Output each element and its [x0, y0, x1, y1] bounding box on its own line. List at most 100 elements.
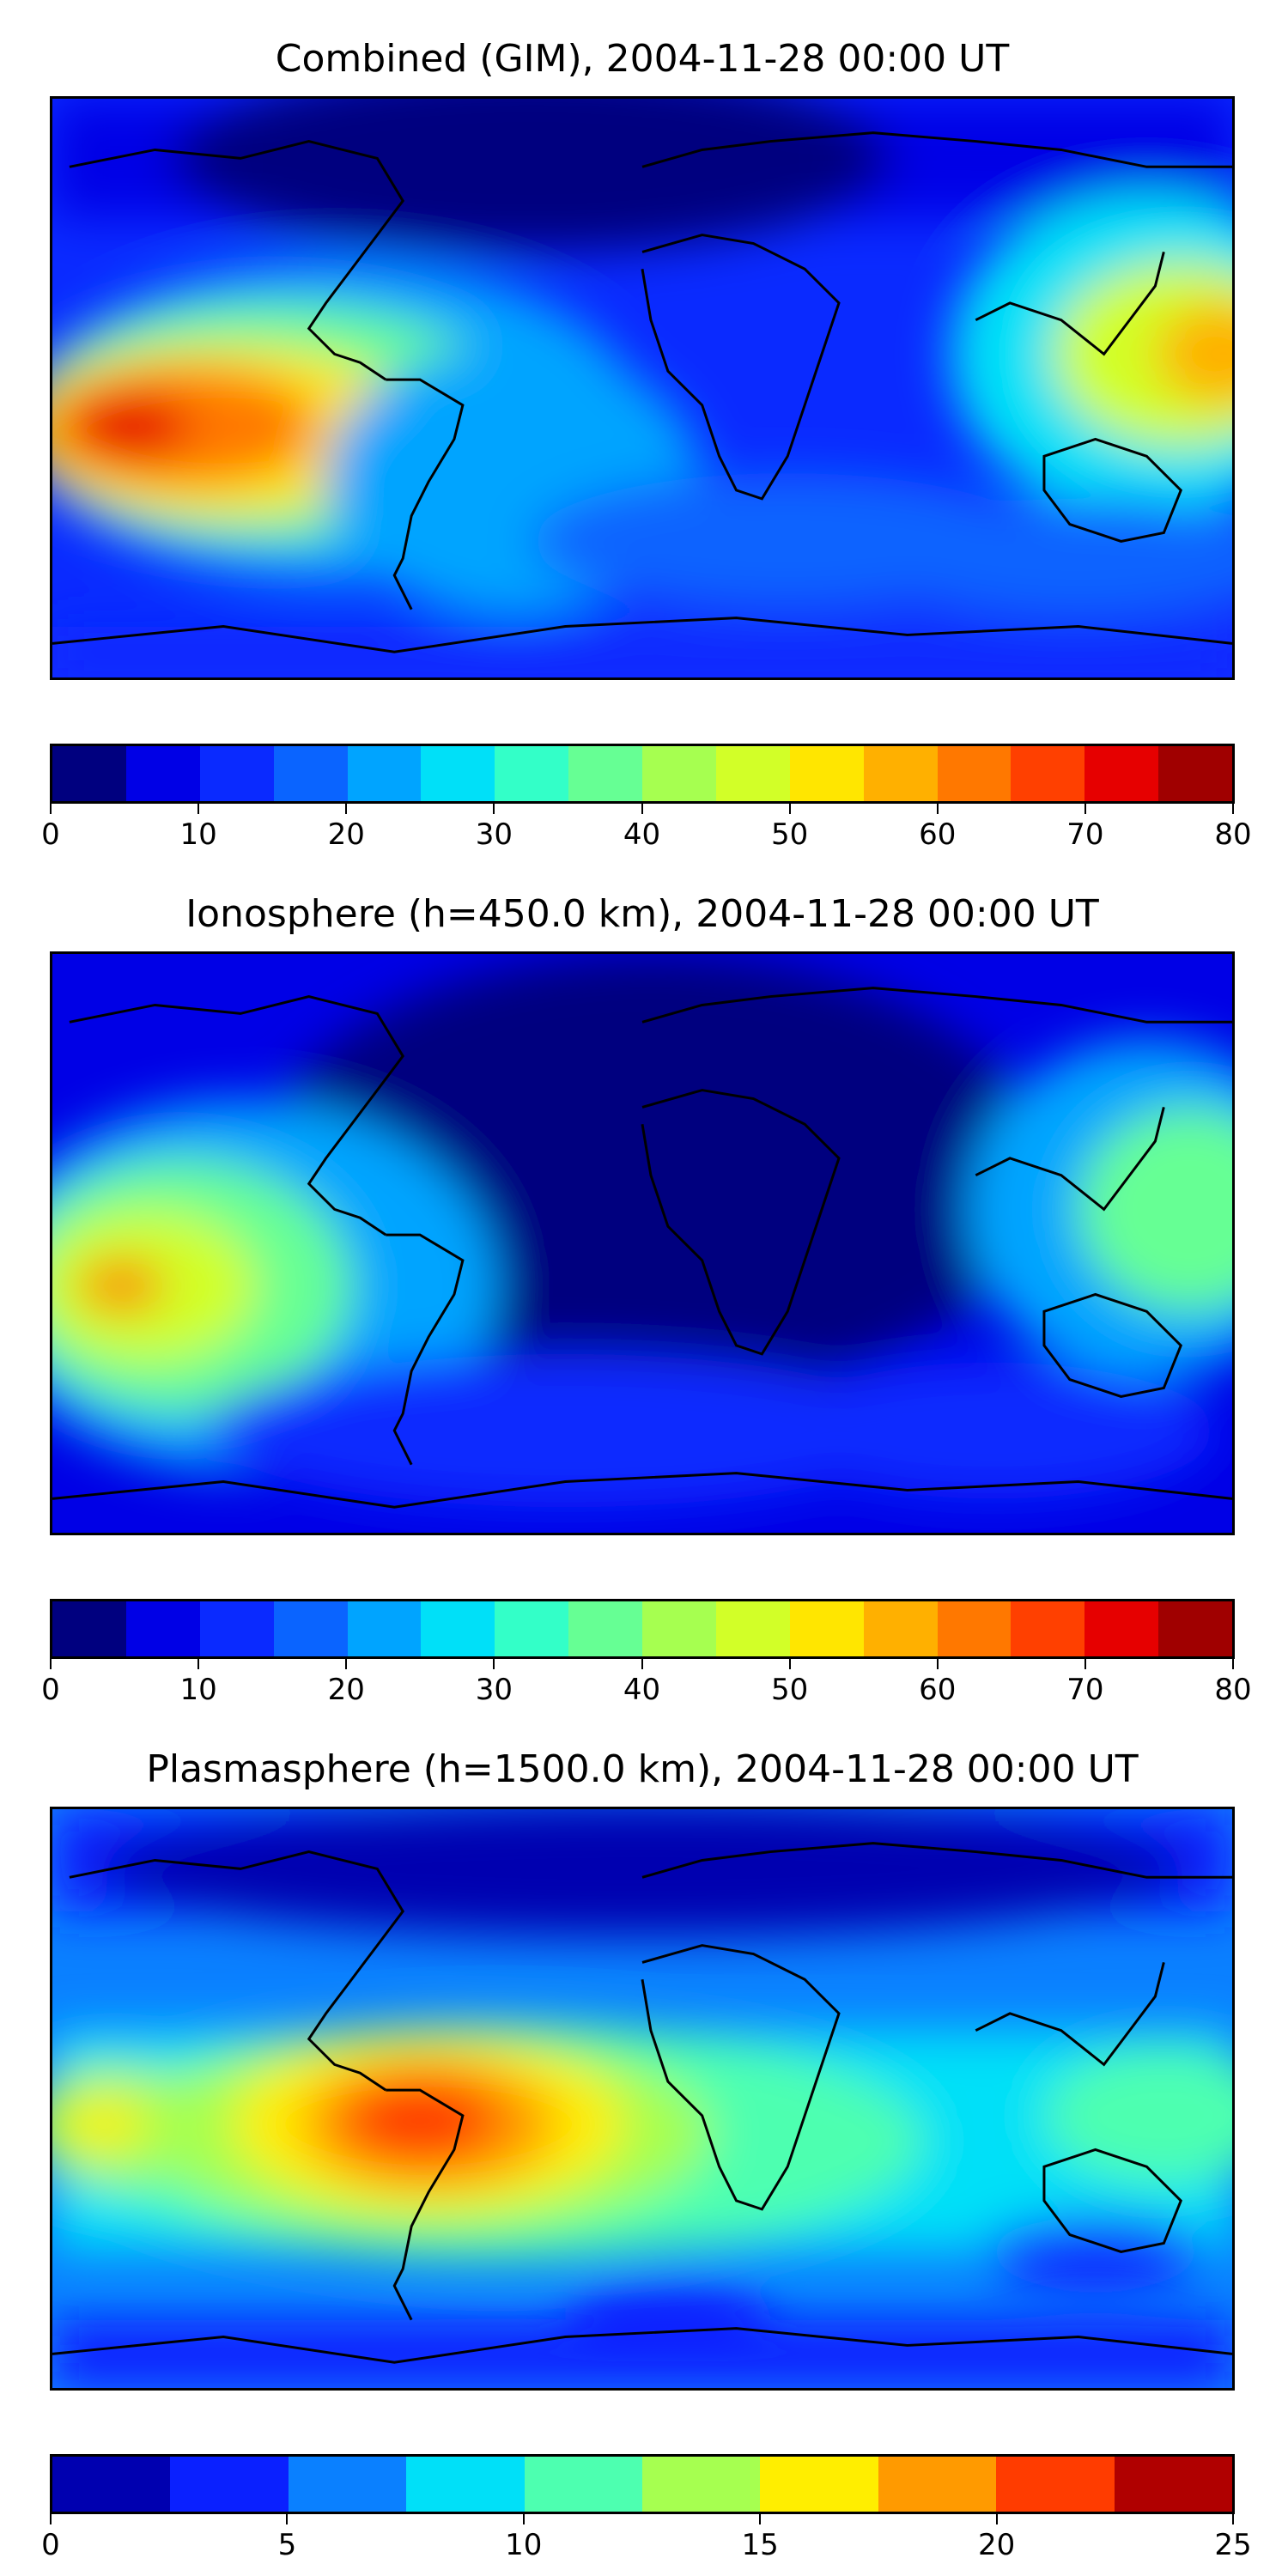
colorbar-segment: [1084, 1601, 1159, 1656]
colorbar-tick-label: 70: [1066, 1673, 1104, 1707]
colorbar-tick: [345, 1659, 348, 1669]
colorbar-tick: [1084, 804, 1086, 814]
colorbar-segment: [789, 1601, 864, 1656]
colorbar-segment: [1011, 746, 1085, 801]
colorbar-segment: [421, 746, 495, 801]
colorbar-segment: [937, 1601, 1012, 1656]
colorbar-tick-label: 20: [327, 1673, 365, 1707]
colorbar-segment: [878, 2457, 997, 2512]
colorbar-tick-label: 0: [41, 1673, 60, 1707]
colorbar-segment: [199, 1601, 274, 1656]
colorbar-segment: [524, 2457, 643, 2512]
colorbar-tick-label: 80: [1214, 1673, 1252, 1707]
panel-2-colorbar: [50, 1599, 1235, 1659]
colorbar-tick-label: 15: [741, 2528, 779, 2562]
colorbar-tick: [1084, 1659, 1086, 1669]
colorbar-tick: [197, 1659, 200, 1669]
colorbar-tick-label: 40: [623, 1673, 661, 1707]
panel-3-title: Plasmasphere (h=1500.0 km), 2004-11-28 0…: [146, 1747, 1139, 1791]
colorbar-tick: [788, 1659, 791, 1669]
panel-3-map: [50, 1807, 1235, 2391]
colorbar-segment: [789, 746, 864, 801]
colorbar-segment: [715, 746, 790, 801]
colorbar-tick-label: 80: [1214, 817, 1252, 852]
colorbar-tick-label: 60: [919, 1673, 957, 1707]
colorbar-segment: [642, 746, 716, 801]
colorbar-tick: [50, 1659, 52, 1669]
colorbar-segment: [1158, 746, 1232, 801]
colorbar-tick-label: 50: [770, 817, 809, 852]
colorbar-tick: [936, 804, 939, 814]
colorbar-segment: [421, 1601, 495, 1656]
colorbar-segment: [495, 746, 569, 801]
colorbar-segment: [347, 1601, 422, 1656]
colorbar-tick-label: 20: [327, 817, 365, 852]
panel-2-map: [50, 951, 1235, 1535]
colorbar-segment: [52, 1601, 126, 1656]
colorbar-tick-label: 10: [179, 817, 217, 852]
colorbar-segment: [347, 746, 422, 801]
colorbar-tick: [197, 804, 200, 814]
panel-1-colorbar: [50, 744, 1235, 804]
panel-2-colorbar-ticks: 0 10 20 30 40 50 60 70 80: [41, 1659, 1252, 1710]
panel-1-title: Combined (GIM), 2004-11-28 00:00 UT: [275, 37, 1010, 81]
colorbar-segment: [863, 746, 938, 801]
colorbar-tick: [788, 804, 791, 814]
colorbar-segment: [1114, 2457, 1233, 2512]
colorbar-segment: [199, 746, 274, 801]
colorbar-tick-label: 25: [1214, 2528, 1252, 2562]
colorbar-tick: [1232, 2514, 1234, 2524]
colorbar-segment: [288, 2457, 407, 2512]
colorbar-segment: [125, 1601, 200, 1656]
colorbar-tick-label: 50: [770, 1673, 809, 1707]
colorbar-tick-label: 10: [179, 1673, 217, 1707]
colorbar-tick-label: 0: [41, 817, 60, 852]
colorbar-segment: [125, 746, 200, 801]
colorbar-segment: [52, 2457, 171, 2512]
colorbar-segment: [170, 2457, 289, 2512]
colorbar-tick: [641, 804, 643, 814]
colorbar-tick: [759, 2514, 762, 2524]
colorbar-segment: [52, 746, 126, 801]
colorbar-tick: [493, 1659, 495, 1669]
colorbar-tick-label: 30: [475, 817, 513, 852]
colorbar-segment: [495, 1601, 569, 1656]
colorbar-tick: [995, 2514, 998, 2524]
colorbar-segment: [406, 2457, 525, 2512]
colorbar-segment: [568, 1601, 642, 1656]
colorbar-segment: [996, 2457, 1115, 2512]
colorbar-tick: [1232, 1659, 1234, 1669]
colorbar-tick: [50, 804, 52, 814]
colorbar-segment: [1084, 746, 1159, 801]
panel-3-colorbar: [50, 2454, 1235, 2514]
colorbar-segment: [642, 2457, 761, 2512]
colorbar-segment: [937, 746, 1012, 801]
colorbar-tick: [345, 804, 348, 814]
colorbar-tick-label: 60: [919, 817, 957, 852]
colorbar-tick-label: 20: [977, 2528, 1016, 2562]
colorbar-segment: [863, 1601, 938, 1656]
colorbar-tick: [936, 1659, 939, 1669]
colorbar-segment: [273, 746, 348, 801]
colorbar-segment: [273, 1601, 348, 1656]
colorbar-segment: [1158, 1601, 1232, 1656]
panel-3-colorbar-ticks: 0 5 10 15 20 25: [41, 2514, 1252, 2566]
colorbar-tick: [50, 2514, 52, 2524]
colorbar-tick: [1232, 804, 1234, 814]
colorbar-tick: [493, 804, 495, 814]
panel-1-colorbar-ticks: 0 10 20 30 40 50 60 70 80: [41, 804, 1252, 855]
colorbar-tick: [641, 1659, 643, 1669]
colorbar-segment: [642, 1601, 716, 1656]
colorbar-tick-label: 70: [1066, 817, 1104, 852]
panel-2-title: Ionosphere (h=450.0 km), 2004-11-28 00:0…: [185, 892, 1099, 936]
colorbar-segment: [568, 746, 642, 801]
colorbar-segment: [760, 2457, 878, 2512]
colorbar-tick-label: 30: [475, 1673, 513, 1707]
colorbar-tick: [522, 2514, 525, 2524]
colorbar-tick-label: 5: [277, 2528, 297, 2562]
colorbar-tick: [286, 2514, 289, 2524]
colorbar-tick-label: 0: [41, 2528, 60, 2562]
colorbar-segment: [1011, 1601, 1085, 1656]
colorbar-tick-label: 40: [623, 817, 661, 852]
